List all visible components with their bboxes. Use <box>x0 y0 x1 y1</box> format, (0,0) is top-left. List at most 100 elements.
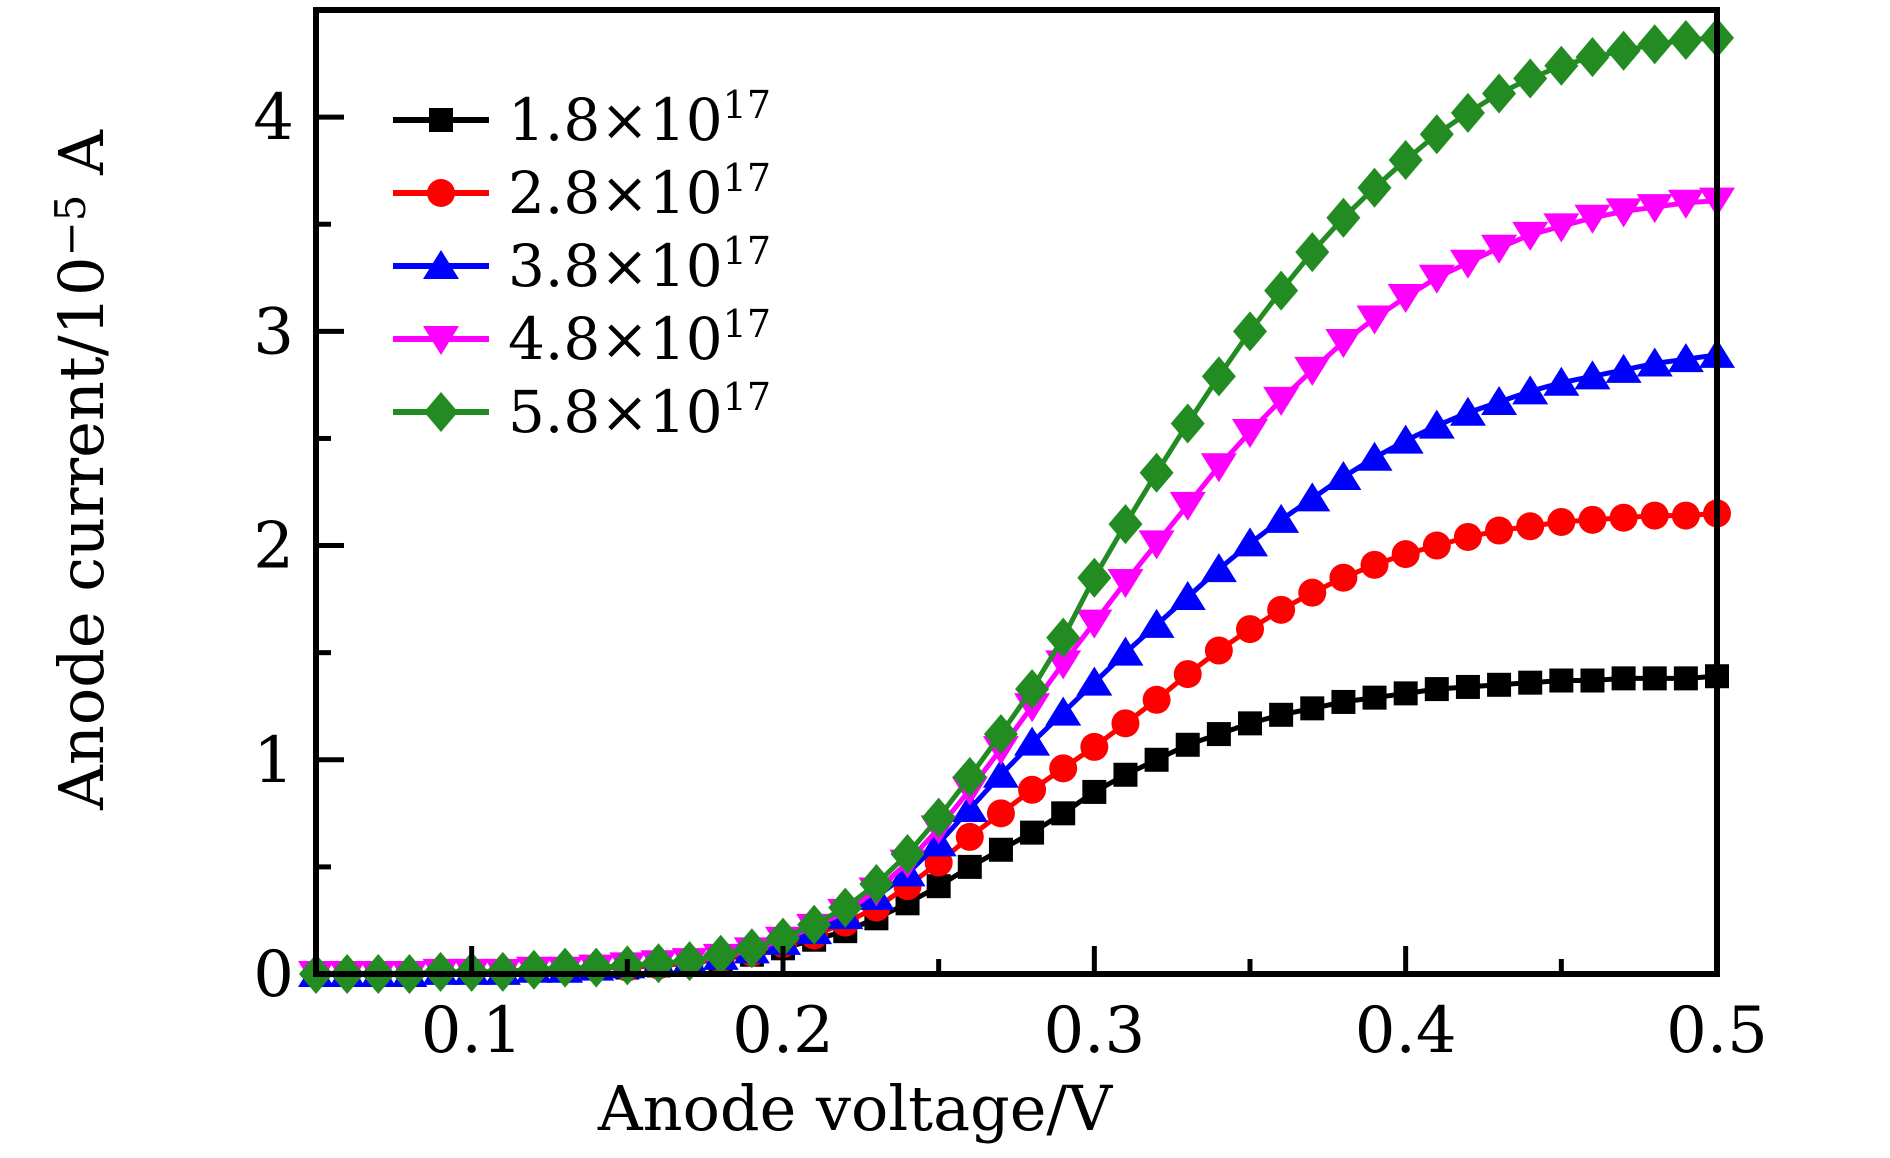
triangle-up-marker <box>1636 347 1673 377</box>
diamond-marker <box>1388 139 1423 180</box>
triangle-up-marker <box>1481 386 1518 416</box>
circle-marker <box>1111 709 1140 738</box>
diamond-marker <box>921 797 956 838</box>
diamond-marker <box>1326 197 1361 238</box>
circle-marker <box>1298 578 1327 607</box>
diamond-marker <box>1419 114 1454 155</box>
circle-marker <box>1516 512 1545 541</box>
diamond-marker <box>516 949 551 990</box>
triangle-up-marker <box>1200 553 1237 583</box>
diamond-marker <box>859 864 894 905</box>
y-tick-label: 2 <box>253 510 294 584</box>
triangle-down-marker <box>1076 609 1113 639</box>
x-tick-label: 0.3 <box>1043 994 1145 1068</box>
legend-entry-4.8e17: 4.8×1017 <box>393 302 771 373</box>
square-marker <box>1020 820 1045 845</box>
triangle-up-marker <box>1014 726 1051 756</box>
square-marker <box>957 854 982 879</box>
circle-marker <box>955 822 984 851</box>
circle-marker <box>1485 516 1514 545</box>
circle-marker <box>1360 550 1389 579</box>
square-marker <box>1518 670 1543 695</box>
circle-marker <box>1018 775 1047 804</box>
square-marker <box>1144 747 1169 772</box>
triangle-down-marker <box>1667 189 1704 219</box>
diamond-marker <box>1015 669 1050 710</box>
diamond-marker <box>579 947 614 988</box>
diamond-marker <box>890 834 925 875</box>
circle-marker <box>1329 563 1358 592</box>
diamond-marker <box>1046 617 1081 658</box>
triangle-down-marker <box>1200 453 1237 483</box>
triangle-up-marker <box>1107 636 1144 666</box>
triangle-up-marker <box>1418 409 1455 439</box>
square-marker <box>988 837 1013 862</box>
triangle-down-marker <box>1325 329 1362 359</box>
circle-marker <box>1640 501 1669 530</box>
square-marker <box>1673 666 1698 691</box>
square-marker <box>1269 702 1294 727</box>
square-marker <box>1331 689 1356 714</box>
square-marker <box>1424 677 1449 702</box>
legend-entry-3.8e17: 3.8×1017 <box>393 229 771 300</box>
circle-marker <box>1453 522 1482 551</box>
triangle-down-marker <box>1418 264 1455 294</box>
diamond-marker <box>1637 24 1672 65</box>
y-tick-label: 3 <box>253 295 294 369</box>
triangle-down-marker <box>1481 234 1518 264</box>
square-marker <box>1611 666 1636 691</box>
circle-marker <box>1609 503 1638 532</box>
diamond-marker <box>734 928 769 969</box>
square-marker <box>1175 732 1200 757</box>
diamond-marker <box>1668 19 1703 60</box>
triangle-up-marker <box>1294 482 1331 512</box>
triangle-down-marker <box>1636 194 1673 224</box>
diamond-marker <box>1357 167 1392 208</box>
triangle-up-marker <box>423 250 459 279</box>
diamond-marker <box>1264 270 1299 311</box>
x-tick-label: 0.5 <box>1666 994 1768 1068</box>
triangle-down-marker <box>423 326 459 355</box>
triangle-up-marker <box>1512 375 1549 405</box>
legend-label-2.8e17: 2.8×1017 <box>508 156 771 227</box>
y-axis-label: Anode current/10−5 A <box>45 129 118 811</box>
diamond-marker <box>1170 403 1205 444</box>
square-marker <box>1082 779 1107 804</box>
diamond-marker <box>1233 311 1267 352</box>
triangle-down-marker <box>1107 568 1144 598</box>
triangle-down-marker <box>1512 221 1549 251</box>
triangle-down-marker <box>1356 305 1393 335</box>
triangle-down-marker <box>1169 491 1206 521</box>
series-5.8e17 <box>299 17 1734 994</box>
square-marker <box>1051 801 1076 826</box>
triangle-up-marker <box>1605 353 1642 383</box>
diamond-marker <box>548 947 583 988</box>
square-marker <box>1238 711 1262 736</box>
diamond-marker <box>1295 232 1330 273</box>
circle-marker <box>427 179 455 207</box>
triangle-up-marker <box>1045 696 1082 726</box>
x-tick-label: 0.2 <box>732 994 834 1068</box>
diamond-marker <box>1450 92 1485 133</box>
circle-marker <box>1236 615 1264 644</box>
diamond-marker <box>1201 356 1236 397</box>
circle-marker <box>1142 685 1171 714</box>
triangle-up-marker <box>951 793 988 823</box>
triangle-down-marker <box>1263 386 1300 416</box>
triangle-up-marker <box>1356 441 1393 471</box>
square-marker <box>429 108 453 132</box>
diamond-marker <box>1575 37 1610 78</box>
circle-marker <box>1422 531 1451 560</box>
diamond-marker <box>1482 73 1517 114</box>
circle-marker <box>1049 754 1078 783</box>
series-line-3.8e17 <box>316 352 1718 977</box>
diamond-marker <box>1139 452 1174 493</box>
diamond-marker <box>1544 45 1579 86</box>
legend-entry-2.8e17: 2.8×1017 <box>393 156 771 227</box>
square-marker <box>926 874 951 899</box>
triangle-down-marker <box>1294 356 1331 386</box>
square-marker <box>1300 696 1325 721</box>
